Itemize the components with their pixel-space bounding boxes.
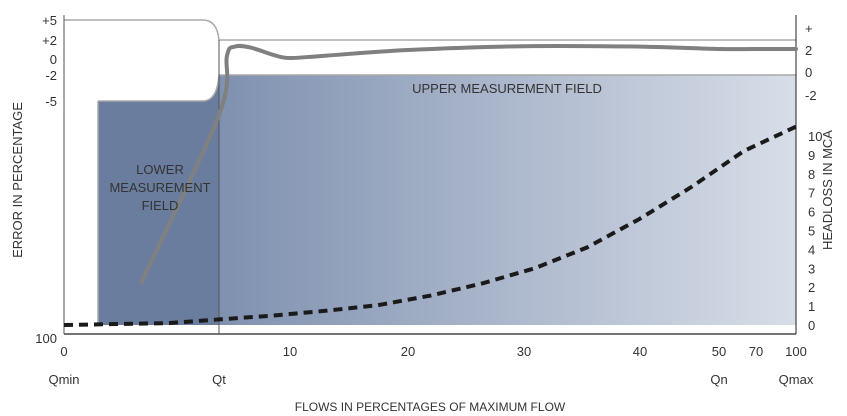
lower-measurement-field [98, 101, 219, 325]
left-tick-label: 0 [50, 52, 57, 67]
flow-label-qn: Qn [710, 372, 727, 387]
error-curve [139, 43, 798, 284]
headloss-tick-label: 8 [808, 167, 815, 182]
x-tick-label: 20 [401, 344, 415, 359]
curves [63, 43, 798, 327]
measurement-fields [98, 75, 796, 325]
right-tick-label: + [805, 21, 813, 36]
x-tick-label: 50 [712, 344, 726, 359]
left-axis-title: ERROR IN PERCENTAGE [10, 102, 25, 258]
x-tick-label: 30 [517, 344, 531, 359]
left-bottom-label: 100 [35, 331, 57, 346]
lower-field-label-line: LOWER [136, 162, 184, 177]
headloss-tick-label: 2 [808, 280, 815, 295]
right-tick-label: 0 [805, 65, 812, 80]
flow-label-qmin: Qmin [48, 372, 79, 387]
left-tick-label: -2 [45, 68, 57, 83]
x-tick-label: 100 [785, 344, 807, 359]
lower-field-transition [203, 75, 219, 101]
upper-measurement-field [219, 75, 796, 325]
right-tick-label: 2 [805, 43, 812, 58]
headloss-tick-label: 1 [808, 299, 815, 314]
left-tick-label: -5 [45, 94, 57, 109]
right-tick-label: -2 [805, 88, 817, 103]
axes [63, 15, 797, 335]
flow-label-qmax: Qmax [779, 372, 814, 387]
x-tick-label: 40 [633, 344, 647, 359]
lower-field-label-line: MEASUREMENT [109, 180, 210, 195]
headloss-tick-label: 4 [808, 242, 815, 257]
left-tick-label: +2 [42, 33, 57, 48]
upper-error-limit [64, 19, 796, 41]
headloss-tick-label: 10 [808, 129, 822, 144]
headloss-curve [63, 124, 797, 327]
headloss-tick-label: 9 [808, 148, 815, 163]
headloss-tick-label: 7 [808, 186, 815, 201]
x-tick-label: 70 [749, 344, 763, 359]
upper-field-label: UPPER MEASUREMENT FIELD [412, 81, 602, 96]
headloss-tick-label: 6 [808, 205, 815, 220]
headloss-tick-label: 5 [808, 224, 815, 239]
right-axis-title: HEADLOSS IN MCA [820, 130, 835, 250]
left-tick-label: +5 [42, 13, 57, 28]
headloss-tick-label: 3 [808, 261, 815, 276]
x-tick-label: 0 [60, 344, 67, 359]
x-axis-title: FLOWS IN PERCENTAGES OF MAXIMUM FLOW [295, 400, 566, 414]
headloss-tick-label: 0 [808, 318, 815, 333]
flow-label-qt: Qt [212, 372, 226, 387]
lower-field-label-line: FIELD [142, 198, 179, 213]
x-tick-label: 10 [283, 344, 297, 359]
